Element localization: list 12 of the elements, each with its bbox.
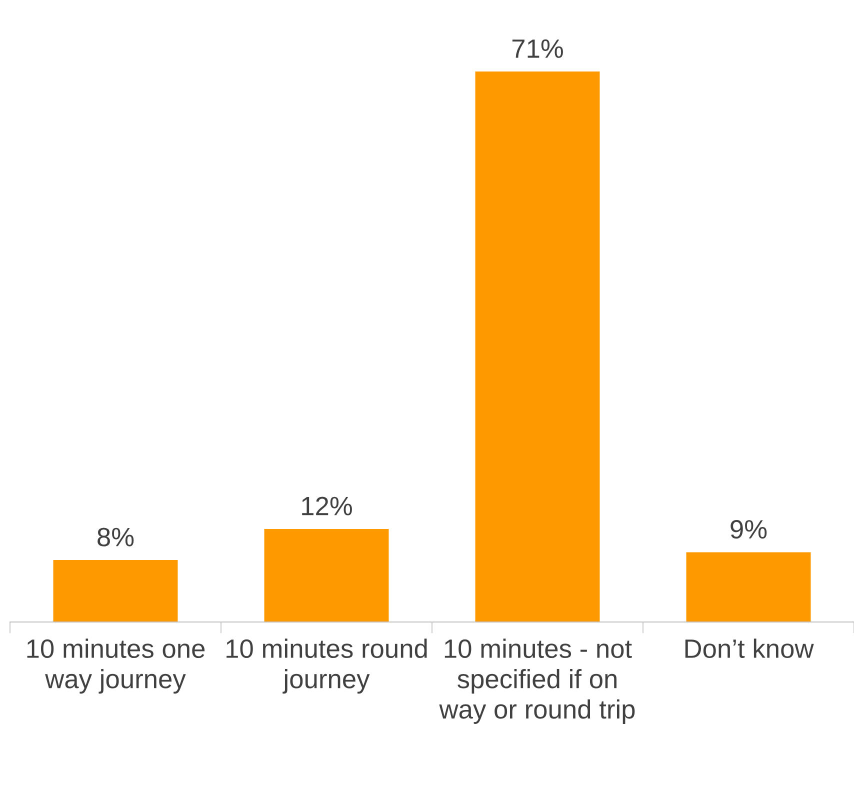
data-label: 8% [98,528,134,546]
x-tick-label: Don’t know [685,638,814,658]
bar [475,72,600,622]
data-label: 9% [730,520,767,539]
bar [686,552,811,622]
bar [264,528,389,622]
x-tick-label: 10 minutes round journey [226,638,427,694]
x-tick-label: 10 minutes - not specified if on way or round trip [439,638,635,724]
x-tick-label: 10 minutes one way journey [27,638,205,694]
bar [53,560,178,622]
data-label: 71% [512,39,563,58]
data-label: 12% [302,496,352,516]
